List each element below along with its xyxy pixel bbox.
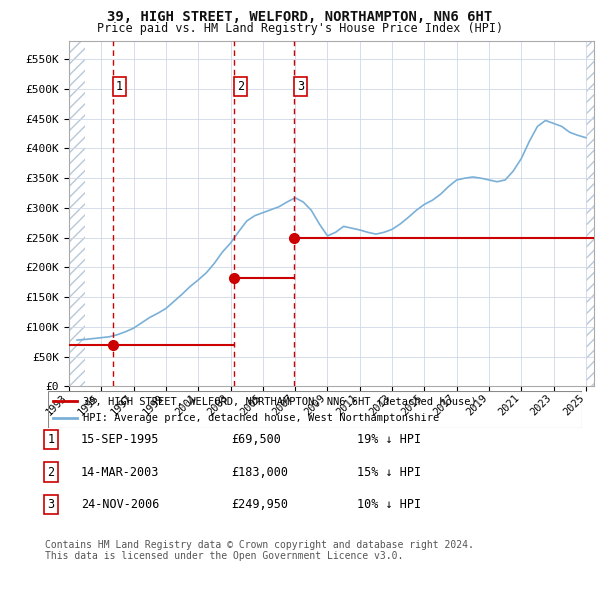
Bar	[69, 41, 85, 386]
Bar	[69, 41, 85, 386]
Text: Price paid vs. HM Land Registry's House Price Index (HPI): Price paid vs. HM Land Registry's House …	[97, 22, 503, 35]
Bar	[586, 41, 594, 386]
Text: 39, HIGH STREET, WELFORD, NORTHAMPTON, NN6 6HT: 39, HIGH STREET, WELFORD, NORTHAMPTON, N…	[107, 10, 493, 24]
Text: 1: 1	[116, 80, 123, 93]
Text: 39, HIGH STREET, WELFORD, NORTHAMPTON, NN6 6HT (detached house): 39, HIGH STREET, WELFORD, NORTHAMPTON, N…	[83, 396, 476, 406]
Text: 15% ↓ HPI: 15% ↓ HPI	[357, 466, 421, 478]
Text: 3: 3	[47, 498, 55, 511]
Text: £69,500: £69,500	[231, 433, 281, 446]
Bar	[586, 41, 594, 386]
Text: Contains HM Land Registry data © Crown copyright and database right 2024.
This d: Contains HM Land Registry data © Crown c…	[45, 540, 474, 562]
Text: 1: 1	[47, 433, 55, 446]
Text: 15-SEP-1995: 15-SEP-1995	[81, 433, 160, 446]
Text: 10% ↓ HPI: 10% ↓ HPI	[357, 498, 421, 511]
Text: 24-NOV-2006: 24-NOV-2006	[81, 498, 160, 511]
Text: 2: 2	[47, 466, 55, 478]
Text: 19% ↓ HPI: 19% ↓ HPI	[357, 433, 421, 446]
Text: £249,950: £249,950	[231, 498, 288, 511]
Text: HPI: Average price, detached house, West Northamptonshire: HPI: Average price, detached house, West…	[83, 413, 439, 423]
Text: 2: 2	[237, 80, 244, 93]
Text: 14-MAR-2003: 14-MAR-2003	[81, 466, 160, 478]
Text: 3: 3	[297, 80, 304, 93]
Text: £183,000: £183,000	[231, 466, 288, 478]
